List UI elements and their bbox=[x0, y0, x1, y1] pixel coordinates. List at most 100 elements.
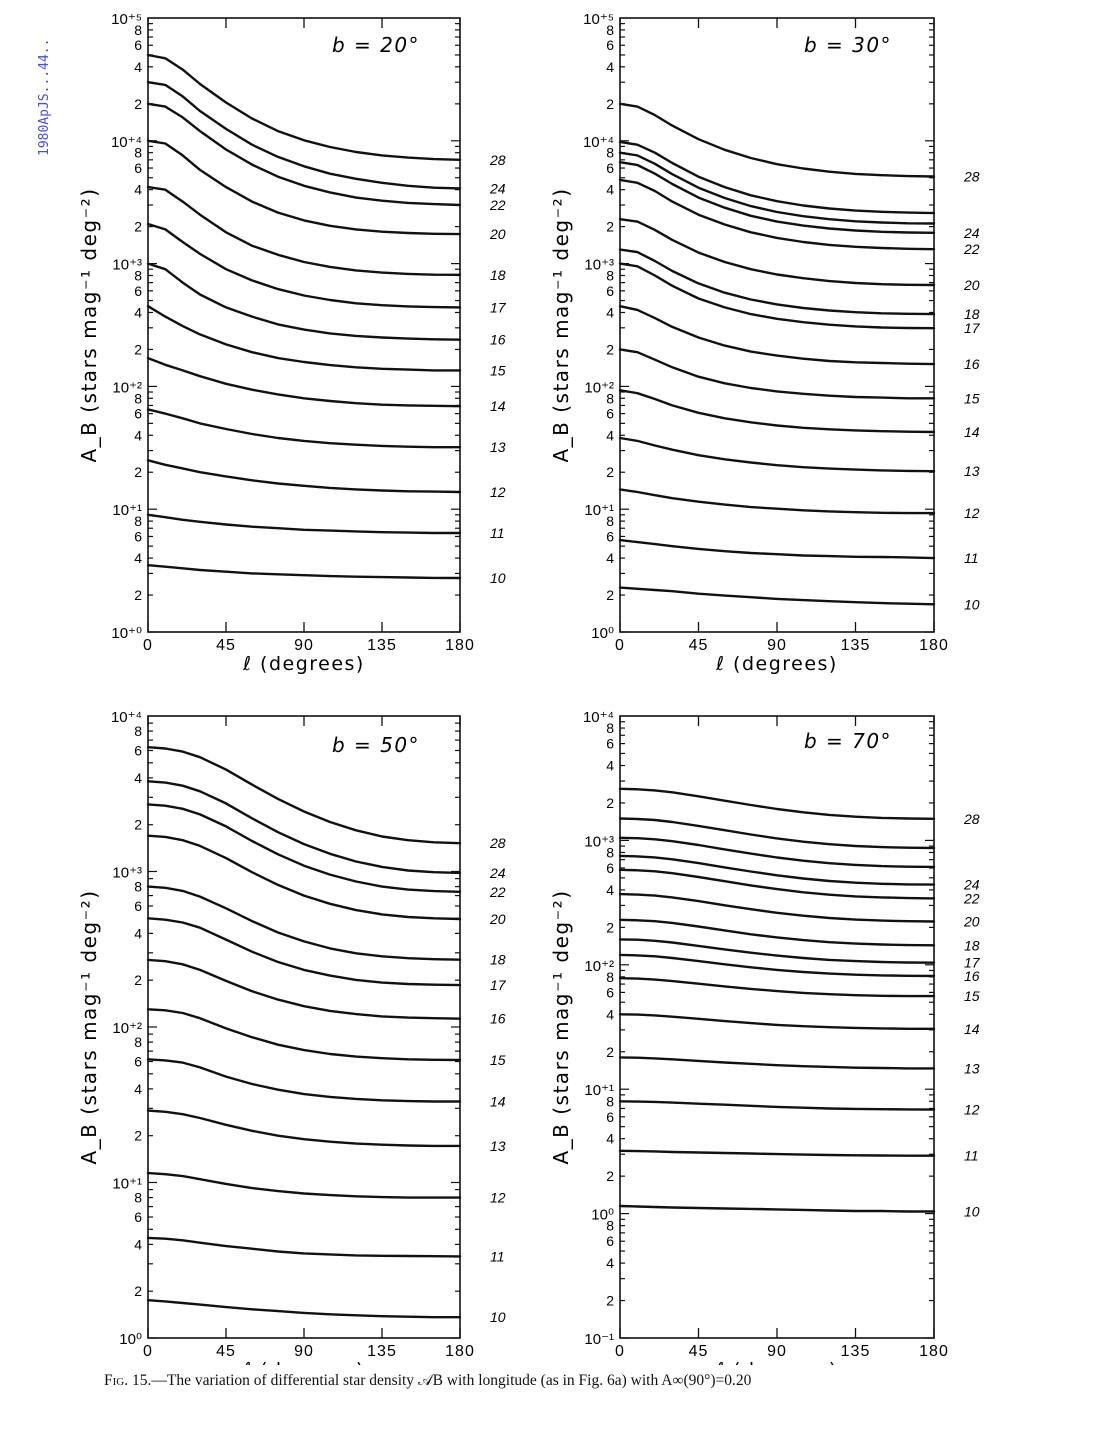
series-label: 14 bbox=[490, 1093, 506, 1109]
series-label: 17 bbox=[964, 955, 981, 971]
series-line-20 bbox=[618, 217, 936, 287]
series-label: 16 bbox=[490, 1011, 506, 1027]
y-minor-label: 8 bbox=[606, 145, 614, 161]
y-minor-label: 2 bbox=[134, 1128, 142, 1144]
y-minor-label: 4 bbox=[134, 427, 142, 443]
series-line-17 bbox=[146, 222, 462, 309]
y-axis-label: A_B (stars mag⁻¹ deg⁻²) bbox=[549, 889, 573, 1164]
y-minor-label: 8 bbox=[134, 268, 142, 284]
x-tick-label: 0 bbox=[143, 637, 153, 654]
y-minor-label: 4 bbox=[606, 59, 614, 75]
series-label: 15 bbox=[964, 390, 980, 406]
y-tick-label: 10⁰ bbox=[119, 1331, 142, 1348]
series-label: 22 bbox=[489, 197, 506, 213]
y-minor-label: 2 bbox=[606, 1168, 614, 1184]
y-minor-label: 6 bbox=[606, 984, 614, 1000]
series-line-15 bbox=[146, 1008, 462, 1062]
y-minor-label: 8 bbox=[134, 1190, 142, 1206]
series-line-12 bbox=[618, 488, 936, 515]
series-line-14 bbox=[146, 1058, 462, 1103]
y-tick-label: 10⁺³ bbox=[112, 257, 142, 274]
y-minor-label: 6 bbox=[134, 406, 142, 422]
y-minor-label: 8 bbox=[134, 1034, 142, 1050]
y-minor-label: 2 bbox=[134, 817, 142, 833]
y-minor-label: 2 bbox=[134, 464, 142, 480]
series-line-28 bbox=[146, 53, 462, 162]
series-label: 18 bbox=[490, 267, 506, 283]
y-tick-label: 10⁺⁴ bbox=[111, 709, 142, 726]
y-tick-label: 10⁺⁴ bbox=[583, 134, 614, 151]
series-label: 14 bbox=[490, 398, 506, 414]
y-minor-label: 2 bbox=[134, 1283, 142, 1299]
y-minor-label: 6 bbox=[606, 528, 614, 544]
series-label: 28 bbox=[963, 811, 980, 827]
y-tick-label: 10⁺¹ bbox=[584, 1082, 614, 1099]
figure-caption: Fig. 15.—The variation of differential s… bbox=[104, 1372, 1064, 1390]
series-line-11 bbox=[618, 1149, 936, 1157]
y-minor-label: 8 bbox=[606, 969, 614, 985]
series-line-18 bbox=[618, 918, 936, 947]
series-label: 18 bbox=[964, 937, 980, 953]
y-minor-label: 8 bbox=[134, 513, 142, 529]
y-minor-label: 6 bbox=[606, 736, 614, 752]
x-tick-label: 90 bbox=[294, 637, 314, 654]
series-line-11 bbox=[146, 513, 462, 535]
series-label: 10 bbox=[490, 570, 506, 586]
x-tick-label: 135 bbox=[841, 637, 871, 654]
series-label: 20 bbox=[489, 911, 506, 927]
y-minor-label: 2 bbox=[606, 96, 614, 112]
series-line-24b bbox=[618, 836, 936, 869]
series-label: 28 bbox=[489, 835, 506, 851]
y-tick-label: 10⁺⁴ bbox=[583, 709, 614, 726]
y-minor-label: 2 bbox=[134, 587, 142, 603]
series-line-13 bbox=[618, 436, 936, 473]
y-tick-label: 10⁺² bbox=[584, 379, 614, 396]
series-line-22 bbox=[618, 868, 936, 900]
y-minor-label: 6 bbox=[606, 1109, 614, 1125]
series-label: 22 bbox=[963, 890, 980, 906]
x-tick-label: 180 bbox=[445, 1343, 475, 1360]
x-tick-label: 180 bbox=[919, 637, 949, 654]
series-line-17 bbox=[146, 917, 462, 987]
x-tick-label: 0 bbox=[615, 637, 625, 654]
y-minor-label: 8 bbox=[606, 1218, 614, 1234]
series-line-20 bbox=[146, 834, 462, 921]
y-minor-label: 6 bbox=[134, 37, 142, 53]
y-tick-label: 10⁰ bbox=[591, 625, 614, 642]
y-minor-label: 4 bbox=[134, 59, 142, 75]
y-minor-label: 4 bbox=[606, 1131, 614, 1147]
y-minor-label: 6 bbox=[134, 1209, 142, 1225]
series-label: 10 bbox=[490, 1309, 506, 1325]
series-line-18 bbox=[618, 248, 936, 316]
series-line-13 bbox=[618, 1056, 936, 1070]
series-label: 22 bbox=[963, 241, 980, 257]
y-minor-label: 4 bbox=[606, 758, 614, 774]
series-line-28b bbox=[618, 102, 936, 178]
y-minor-label: 6 bbox=[606, 1233, 614, 1249]
series-label: 24 bbox=[963, 877, 980, 893]
y-minor-label: 6 bbox=[134, 1053, 142, 1069]
series-label: 12 bbox=[490, 484, 506, 500]
panel-title: b = 70° bbox=[804, 729, 892, 753]
series-label: 24 bbox=[489, 180, 506, 196]
y-tick-label: 10⁺² bbox=[584, 958, 614, 975]
series-label: 13 bbox=[964, 463, 980, 479]
caption-text: —The variation of differential star dens… bbox=[151, 1372, 752, 1389]
series-label: 16 bbox=[964, 968, 980, 984]
series-line-20 bbox=[618, 892, 936, 923]
series-line-18 bbox=[146, 885, 462, 961]
series-label: 12 bbox=[964, 505, 980, 521]
series-label: 12 bbox=[490, 1190, 506, 1206]
y-minor-label: 6 bbox=[134, 283, 142, 299]
series-label: 28 bbox=[963, 169, 980, 185]
plot-frame bbox=[147, 715, 461, 1339]
y-tick-label: 10⁺⁰ bbox=[111, 625, 142, 642]
y-minor-label: 2 bbox=[606, 341, 614, 357]
series-line-11 bbox=[618, 538, 936, 560]
series-line-16 bbox=[146, 262, 462, 341]
x-tick-label: 45 bbox=[689, 637, 709, 654]
series-line-12 bbox=[618, 1100, 936, 1111]
series-line-14 bbox=[618, 1013, 936, 1031]
y-tick-label: 10⁺³ bbox=[584, 257, 614, 274]
y-tick-label: 10⁺³ bbox=[584, 833, 614, 850]
